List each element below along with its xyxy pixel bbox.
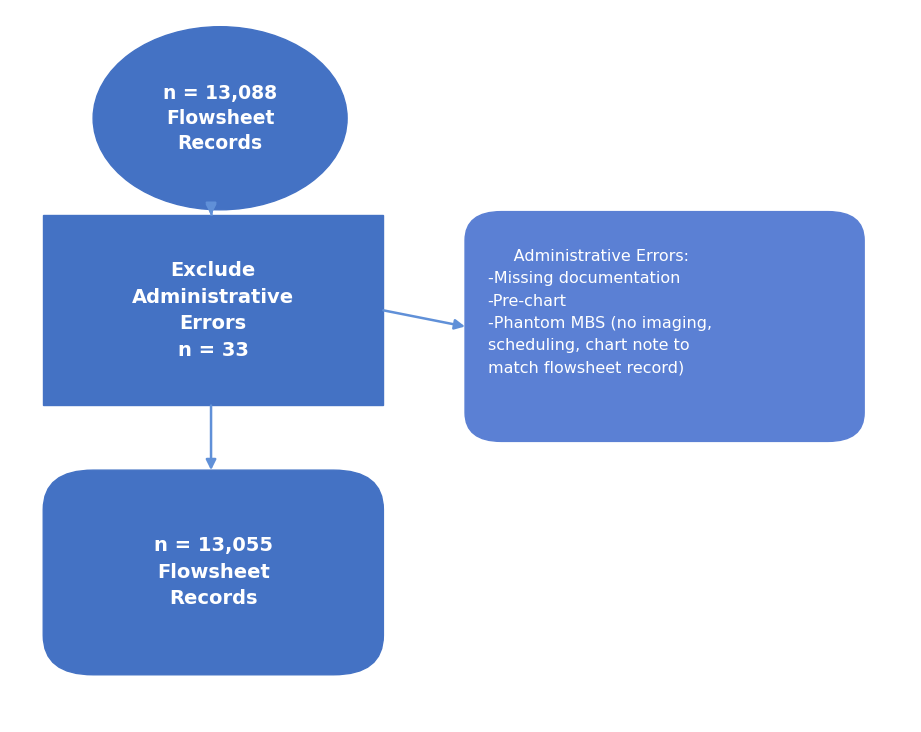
FancyBboxPatch shape (465, 212, 864, 441)
FancyBboxPatch shape (43, 215, 383, 406)
Text: Exclude
Administrative
Errors
n = 33: Exclude Administrative Errors n = 33 (133, 261, 295, 359)
FancyBboxPatch shape (43, 470, 383, 675)
Text: n = 13,055
Flowsheet
Records: n = 13,055 Flowsheet Records (154, 537, 273, 608)
Ellipse shape (93, 26, 347, 210)
Text: Administrative Errors:
-Missing documentation
-Pre-chart
-Phantom MBS (no imagin: Administrative Errors: -Missing document… (488, 249, 712, 375)
Text: n = 13,088
Flowsheet
Records: n = 13,088 Flowsheet Records (163, 83, 277, 153)
